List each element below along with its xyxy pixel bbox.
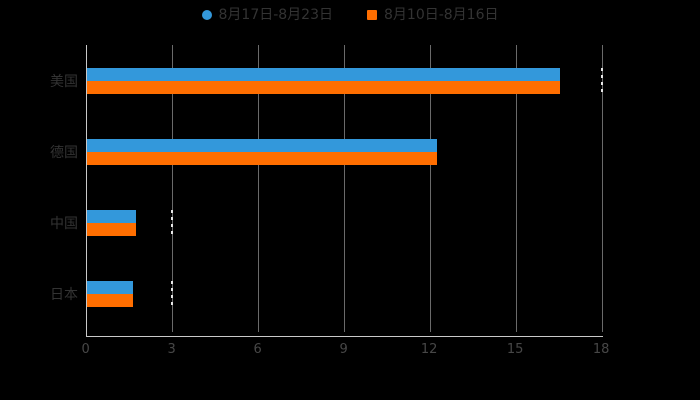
bar-current-week[interactable] — [87, 67, 560, 81]
bar-current-week[interactable] — [87, 138, 437, 152]
dashed-value-marker — [171, 281, 173, 308]
x-gridline — [258, 45, 259, 332]
bar-previous-week[interactable] — [87, 223, 136, 237]
x-gridline — [430, 45, 431, 332]
legend-circle-marker-icon — [201, 10, 212, 20]
y-axis-category-label: 日本 — [50, 287, 78, 304]
legend: 8月17日-8月23日 8月10日-8月16日 — [0, 7, 700, 23]
y-axis-line — [86, 45, 87, 336]
x-axis-tick-label: 3 — [167, 342, 176, 357]
legend-label-week-aug10-16: 8月10日-8月16日 — [384, 7, 499, 23]
x-axis-tick-label: 12 — [420, 342, 438, 357]
x-axis-tick-label: 0 — [81, 342, 90, 357]
x-gridline — [602, 45, 603, 332]
x-axis-tick-label: 18 — [592, 342, 610, 357]
x-axis-tick-label: 6 — [253, 342, 262, 357]
x-axis-line — [86, 336, 603, 337]
dashed-value-marker — [171, 210, 173, 237]
x-gridline — [344, 45, 345, 332]
x-gridline — [172, 45, 173, 332]
x-gridline — [516, 45, 517, 332]
bar-current-week[interactable] — [87, 210, 136, 224]
x-axis-tick-label: 9 — [339, 342, 348, 357]
legend-item-week-aug17-23[interactable]: 8月17日-8月23日 — [201, 7, 334, 23]
x-axis-tick-label: 15 — [506, 342, 524, 357]
bar-current-week[interactable] — [87, 281, 133, 295]
bar-previous-week[interactable] — [87, 151, 437, 165]
dashed-value-marker — [601, 67, 603, 94]
legend-item-week-aug10-16[interactable]: 8月10日-8月16日 — [367, 7, 499, 23]
bar-previous-week[interactable] — [87, 294, 133, 308]
legend-square-marker-icon — [367, 10, 377, 20]
legend-label-week-aug17-23: 8月17日-8月23日 — [218, 7, 334, 23]
y-axis-category-label: 美国 — [50, 73, 78, 90]
y-axis-category-label: 中国 — [50, 216, 78, 233]
bar-previous-week[interactable] — [87, 80, 560, 94]
y-axis-category-label: 德国 — [50, 144, 78, 161]
